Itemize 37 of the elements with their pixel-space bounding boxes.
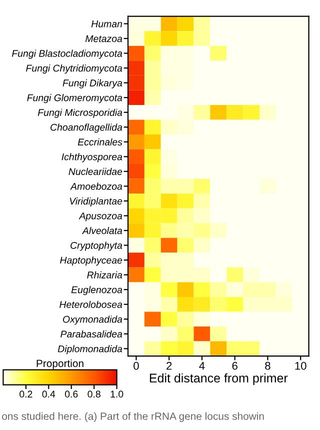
- text: ons studied here. (a) Part of the rRNA gene locus showin: [2, 412, 264, 422]
- y-tick-label: Fungi Glomeromycota: [27, 94, 122, 104]
- y-tick-label: Eccrinales: [78, 138, 122, 146]
- color-bar-title: Proportion: [36, 359, 84, 370]
- y-tick-label: Metazoa: [85, 35, 122, 42]
- color-bar-label: 1.0: [110, 390, 124, 398]
- x-tick-label: 10: [295, 362, 306, 370]
- color-bar-label: 0.8: [88, 390, 100, 398]
- y-tick-label: Fungi Dikarya: [62, 79, 122, 88]
- color-bar-label: 0.2: [20, 390, 32, 398]
- y-tick-label: Fungi Blastocladiomycota: [12, 50, 122, 59]
- y-tick-label: Fungi Chytridiomycota: [26, 64, 122, 74]
- y-tick-label: Ichthyosporea: [62, 153, 122, 162]
- x-tick-label: 0: [134, 362, 139, 370]
- y-tick-label: Choanoflagellida: [50, 124, 122, 133]
- y-tick-label: Euglenozoa: [71, 286, 122, 296]
- y-tick-label: Fungi Microsporidia: [38, 108, 122, 118]
- y-tick-label: Cryptophyta: [70, 242, 122, 251]
- y-tick-label: Haptophyceae: [60, 256, 122, 266]
- y-tick-label: Heterolobosea: [60, 300, 122, 308]
- y-tick-label: Parabasalidea: [60, 330, 122, 338]
- y-tick-label: Oxymonadida: [62, 316, 122, 325]
- color-bar-label: 0.4: [42, 390, 56, 398]
- x-tick-label: 4: [199, 362, 205, 370]
- y-tick-label: Human: [91, 20, 122, 28]
- color-bar-label: 0.6: [64, 390, 78, 398]
- y-tick-label: Apusozoa: [78, 212, 122, 222]
- y-tick-label: Viridiplantae: [70, 197, 122, 206]
- y-tick-label: Alveolata: [82, 226, 122, 234]
- x-tick-label: 6: [232, 362, 238, 370]
- y-tick-label: Amoebozoa: [70, 182, 122, 190]
- x-axis-title: Edit distance from primer: [150, 373, 288, 385]
- y-tick-label: Diplomonadida: [58, 345, 122, 354]
- x-tick-label: 8: [265, 362, 270, 370]
- x-tick-label: 2: [166, 362, 172, 370]
- y-tick-label: Rhizaria: [87, 271, 122, 278]
- y-tick-label: Nucleariidae: [68, 168, 122, 176]
